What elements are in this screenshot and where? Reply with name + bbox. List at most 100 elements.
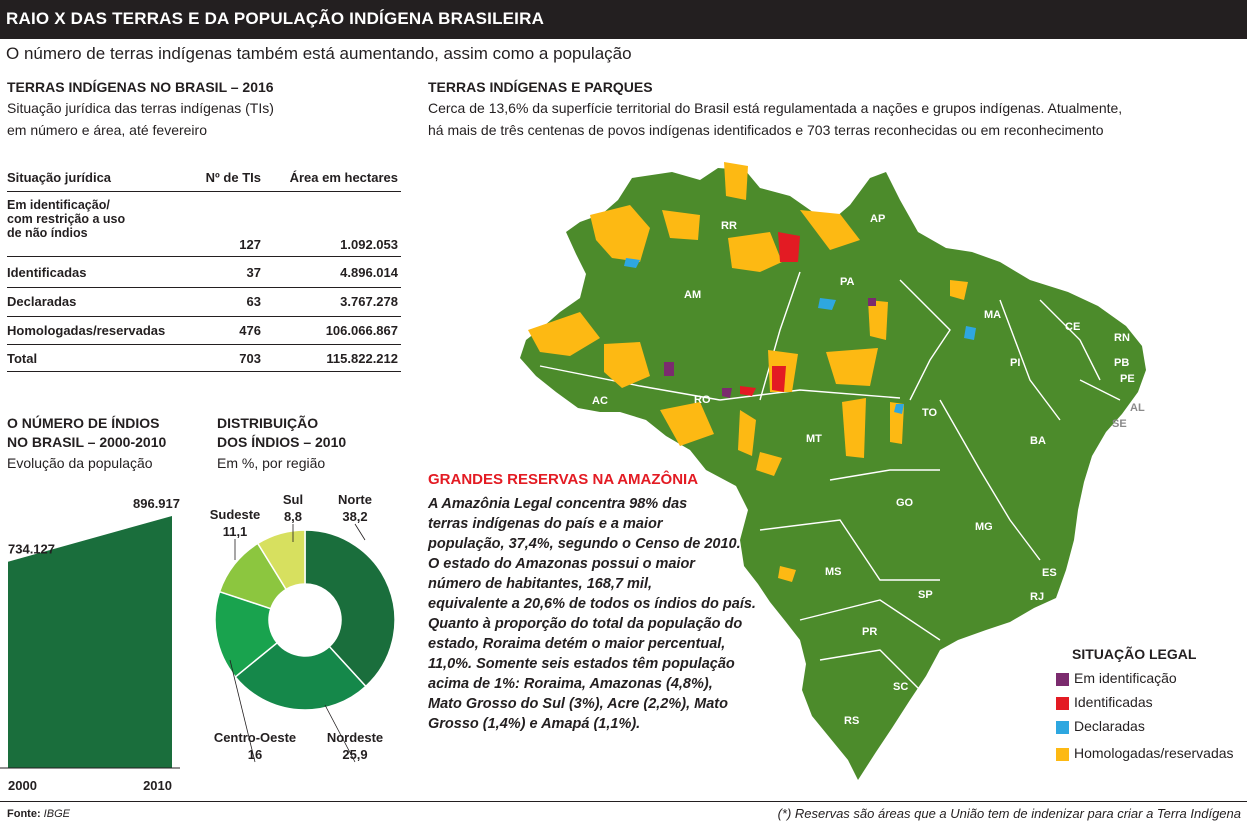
- distribution-chart-title-2: DOS ÍNDIOS – 2010: [217, 434, 347, 450]
- distribution-chart-subtitle: Em %, por região: [217, 455, 326, 471]
- population-chart-subtitle: Evolução da população: [7, 455, 153, 471]
- footer-source-value: IBGE: [43, 808, 70, 820]
- legend-title: SITUAÇÃO LEGAL: [1072, 646, 1197, 662]
- homologadas-areas: [528, 162, 968, 582]
- legend-swatch: [1056, 697, 1069, 710]
- table-row: Declaradas 63 3.767.278: [7, 288, 401, 317]
- donut-label-name: Sul: [283, 492, 303, 507]
- em-identificacao-areas: [664, 298, 876, 398]
- distribution-donut-chart: Norte 38,2 Nordeste 25,9 Centro-Oeste 16 Sudes…: [210, 492, 396, 763]
- state-label-ro: RO: [694, 394, 711, 406]
- state-label-pe: PE: [1120, 373, 1135, 385]
- footer-source-label: Fonte:: [7, 808, 41, 820]
- donut-label-value: 16: [248, 747, 262, 762]
- table-cell-area: 106.066.867: [325, 323, 398, 338]
- legend-label: Declaradas: [1074, 718, 1145, 734]
- reserves-line: 11,0%. Somente seis estados têm populaçã…: [428, 656, 735, 672]
- table-row: Homologadas/reservadas 476 106.066.867: [7, 317, 401, 345]
- terras-table: Situação jurídica Nº de TIs Área em hect…: [7, 166, 401, 372]
- table-header-situacao: Situação jurídica: [7, 170, 112, 185]
- table-header-area: Área em hectares: [289, 170, 398, 185]
- state-label-rj: RJ: [1030, 591, 1044, 603]
- table-row: Identificadas 37 4.896.014: [7, 257, 401, 288]
- table-row: Em identificação/ com restrição a uso de…: [7, 192, 401, 257]
- reserves-line: equivalente a 20,6% de todos os índios d…: [428, 596, 756, 612]
- reserves-text: A Amazônia Legal concentra 98% das terra…: [428, 494, 798, 734]
- footer-note: (*) Reservas são áreas que a União tem d…: [777, 806, 1241, 821]
- reserves-line: A Amazônia Legal concentra 98% das: [428, 496, 688, 512]
- state-label-rr: RR: [721, 220, 737, 232]
- state-label-rs: RS: [844, 715, 859, 727]
- population-area-chart: 734.127 896.917 2000 2010: [0, 496, 180, 793]
- state-borders: [539, 271, 1121, 691]
- distribution-chart-title-1: DISTRIBUIÇÃO: [217, 415, 319, 431]
- state-label-ac: AC: [592, 395, 608, 407]
- state-label-ce: CE: [1065, 321, 1080, 333]
- table-cell-area: 1.092.053: [340, 237, 398, 252]
- map-section-description-1: Cerca de 13,6% da superfície territorial…: [428, 100, 1123, 116]
- state-label-al: AL: [1130, 402, 1145, 414]
- state-label-es: ES: [1042, 567, 1057, 579]
- table-cell-area: 4.896.014: [340, 265, 398, 280]
- footer-divider: [0, 801, 1247, 802]
- state-label-am: AM: [684, 289, 701, 301]
- declaradas-areas: [624, 258, 976, 414]
- donut-label-value: 38,2: [342, 509, 367, 524]
- donut-label-name: Sudeste: [210, 507, 261, 522]
- donut-slice-nordeste: [234, 641, 367, 711]
- state-label-ap: AP: [870, 213, 885, 225]
- map-section-description-2: há mais de três centenas de povos indíge…: [428, 122, 1104, 138]
- title-bar: RAIO X DAS TERRAS E DA POPULAÇÃO INDÍGEN…: [0, 0, 1247, 39]
- population-chart-title-2: NO BRASIL – 2000-2010: [7, 434, 167, 450]
- table-cell-situacao: Homologadas/reservadas: [7, 323, 166, 338]
- table-cell-num: 703: [239, 351, 261, 366]
- state-label-se: SE: [1112, 418, 1127, 430]
- reserves-line: estado, Roraima detém o maior percentual…: [428, 636, 726, 652]
- state-label-to: TO: [922, 407, 938, 419]
- state-label-ma: MA: [984, 309, 1001, 321]
- population-x-label-2010: 2010: [143, 778, 172, 793]
- donut-label-value: 25,9: [342, 747, 367, 762]
- donut-slice-norte: [304, 529, 396, 688]
- table-section-description-1: Situação jurídica das terras indígenas (…: [7, 100, 274, 116]
- legend-label: Em identificação: [1074, 670, 1177, 686]
- reserves-line: Mato Grosso do Sul (3%), Acre (2,2%), Ma…: [428, 696, 728, 712]
- state-label-pa: PA: [840, 276, 855, 288]
- page-subtitle: O número de terras indígenas também está…: [6, 44, 632, 63]
- reserves-line: população, 37,4%, segundo o Censo de 201…: [428, 536, 741, 552]
- table-cell-num: 476: [239, 323, 261, 338]
- brazil-country-shape: [520, 168, 1146, 780]
- state-label-go: GO: [896, 497, 914, 509]
- table-cell-num: 127: [239, 237, 261, 252]
- legend-swatch: [1056, 673, 1069, 686]
- population-chart-title-1: O NÚMERO DE ÍNDIOS: [7, 415, 160, 431]
- population-value-label-2000: 734.127: [8, 542, 55, 557]
- population-area: [8, 516, 172, 768]
- table-section-title: TERRAS INDÍGENAS NO BRASIL – 2016: [7, 79, 274, 95]
- donut-leader-line: [229, 659, 256, 763]
- map-section-title: TERRAS INDÍGENAS E PARQUES: [428, 79, 653, 95]
- footer-source: Fonte: IBGE: [7, 808, 70, 820]
- state-label-ba: BA: [1030, 435, 1046, 447]
- table-header-row: Situação jurídica Nº de TIs Área em hect…: [7, 166, 401, 192]
- table-cell-num: 63: [246, 294, 261, 309]
- table-cell-situacao: Em identificação/ com restrição a uso de…: [7, 198, 126, 240]
- donut-leader-line: [324, 704, 356, 763]
- donut-label-value: 11,1: [223, 524, 248, 539]
- state-label-sp: SP: [918, 589, 933, 601]
- state-label-ms: MS: [825, 566, 842, 578]
- state-label-pr: PR: [862, 626, 877, 638]
- legend-swatch: [1056, 748, 1069, 761]
- table-section-description-2: em número e área, até fevereiro: [7, 122, 207, 138]
- identificadas-areas: [740, 232, 800, 396]
- state-label-sc: SC: [893, 681, 908, 693]
- table-total-row: Total 703 115.822.212: [7, 345, 401, 372]
- donut-label-value: 8,8: [284, 509, 302, 524]
- table-cell-situacao: Declaradas: [7, 294, 77, 309]
- state-label-mt: MT: [806, 433, 822, 445]
- table-cell-situacao: Identificadas: [7, 265, 87, 280]
- reserves-line: O estado do Amazonas possui o maior: [428, 556, 695, 572]
- legend-label: Identificadas: [1074, 694, 1153, 710]
